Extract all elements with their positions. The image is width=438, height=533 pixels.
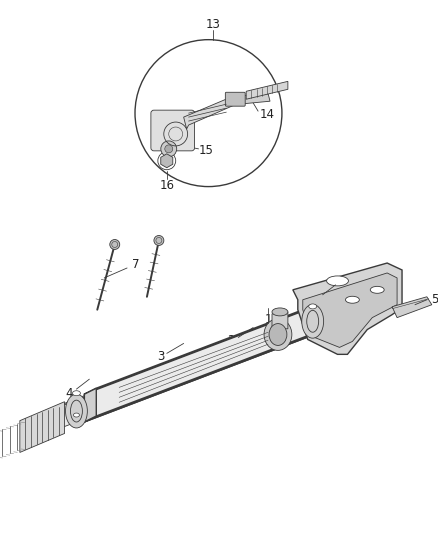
Polygon shape [184, 98, 236, 129]
Ellipse shape [66, 394, 87, 428]
Polygon shape [55, 387, 106, 408]
Text: 5: 5 [431, 293, 438, 306]
Ellipse shape [74, 413, 79, 417]
Circle shape [165, 145, 173, 153]
Circle shape [154, 236, 164, 245]
Text: 4: 4 [66, 386, 73, 400]
Polygon shape [318, 287, 382, 337]
Polygon shape [246, 82, 288, 99]
Text: 14: 14 [260, 108, 275, 120]
Polygon shape [55, 393, 94, 430]
Polygon shape [20, 402, 64, 453]
Circle shape [161, 141, 177, 157]
Ellipse shape [72, 391, 81, 395]
Text: 16: 16 [159, 179, 174, 192]
Ellipse shape [272, 308, 288, 316]
Ellipse shape [327, 276, 349, 286]
Polygon shape [85, 302, 328, 422]
Ellipse shape [302, 304, 324, 338]
Text: 3: 3 [157, 350, 165, 363]
Ellipse shape [346, 296, 359, 303]
Polygon shape [293, 263, 402, 354]
Polygon shape [85, 324, 339, 422]
Ellipse shape [309, 304, 317, 309]
Circle shape [110, 239, 120, 249]
FancyBboxPatch shape [151, 110, 194, 151]
Text: 15: 15 [199, 144, 214, 157]
Ellipse shape [269, 324, 287, 345]
Polygon shape [272, 312, 288, 329]
Text: 13: 13 [206, 18, 221, 31]
Polygon shape [303, 273, 397, 348]
Polygon shape [392, 297, 432, 318]
Text: 2: 2 [228, 334, 235, 347]
Polygon shape [226, 93, 270, 105]
Polygon shape [85, 296, 339, 394]
Text: 1: 1 [264, 313, 272, 326]
FancyBboxPatch shape [225, 92, 245, 106]
Text: 4: 4 [312, 291, 319, 304]
Ellipse shape [264, 319, 292, 350]
Polygon shape [85, 388, 96, 422]
Ellipse shape [370, 286, 384, 293]
Text: 7: 7 [132, 257, 140, 271]
